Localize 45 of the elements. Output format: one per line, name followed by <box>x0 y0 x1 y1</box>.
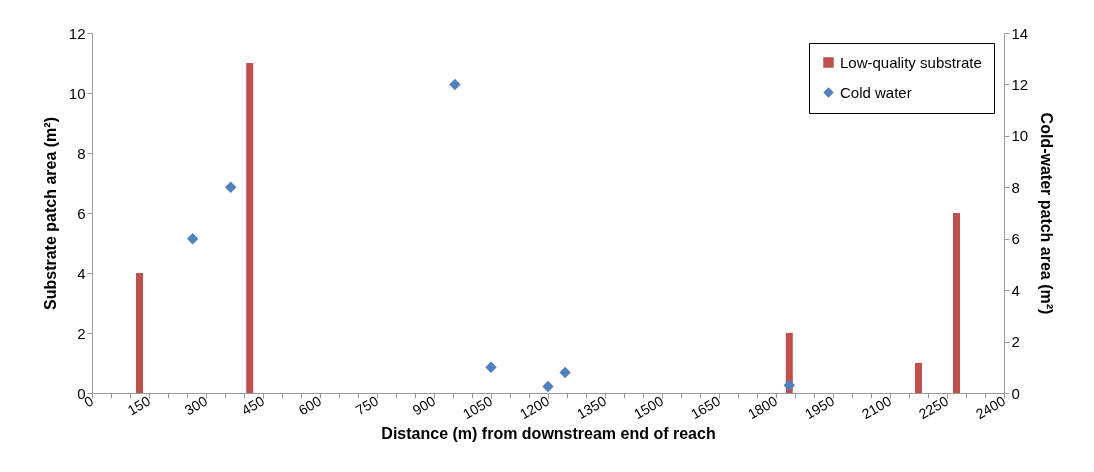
x-tick-label: 750 <box>352 392 382 419</box>
point <box>485 361 497 373</box>
y-tick-label: 8 <box>77 144 86 162</box>
x-tick-label: 1050 <box>460 392 496 423</box>
y2-tick-label: 12 <box>1011 75 1029 93</box>
point <box>783 379 795 391</box>
y2-tick-label: 4 <box>1011 281 1020 299</box>
point <box>559 366 571 379</box>
point <box>449 78 461 91</box>
y2-tick-label: 2 <box>1011 333 1020 351</box>
x-tick-label: 1350 <box>574 392 610 423</box>
x-tick-label: 1800 <box>745 392 781 423</box>
x-tick-label: 150 <box>124 392 154 419</box>
x-tick-label: 900 <box>409 392 439 419</box>
y2-axis-title: Cold-water patch area (m²) <box>1038 112 1056 315</box>
x-tick-label: 2250 <box>916 392 952 423</box>
point <box>542 380 554 393</box>
x-tick-label: 2400 <box>973 392 1009 423</box>
point <box>187 233 199 245</box>
y2-tick-label: 14 <box>1011 24 1029 42</box>
y-axis-title: Substrate patch area (m²) <box>41 117 59 310</box>
x-tick-label: 300 <box>181 392 211 419</box>
x-tick-label: 1500 <box>631 392 667 423</box>
x-tick-label: 450 <box>238 392 268 419</box>
y-tick-label: 6 <box>77 204 86 222</box>
y2-tick-label: 10 <box>1011 127 1029 145</box>
x-tick-label: 1950 <box>802 392 838 423</box>
y-tick-label: 2 <box>77 324 86 342</box>
x-tick-label: 1650 <box>688 392 724 423</box>
bar <box>915 363 922 393</box>
x-axis-title: Distance (m) from downstream end of reach <box>381 425 716 443</box>
y-tick-label: 10 <box>68 84 86 102</box>
legend-label: Cold water <box>840 83 912 101</box>
point <box>225 181 237 193</box>
bar <box>136 273 143 393</box>
y-tick-label: 12 <box>68 24 86 42</box>
x-tick-label: 2100 <box>859 392 895 423</box>
bar <box>953 213 960 393</box>
x-tick-label: 600 <box>295 392 325 419</box>
y2-tick-label: 6 <box>1011 230 1020 248</box>
bar <box>246 63 254 393</box>
y2-tick-label: 8 <box>1011 178 1020 196</box>
x-tick-label: 1200 <box>517 392 553 423</box>
legend-label: Low-quality substrate <box>840 53 982 71</box>
y-tick-label: 4 <box>77 264 86 282</box>
